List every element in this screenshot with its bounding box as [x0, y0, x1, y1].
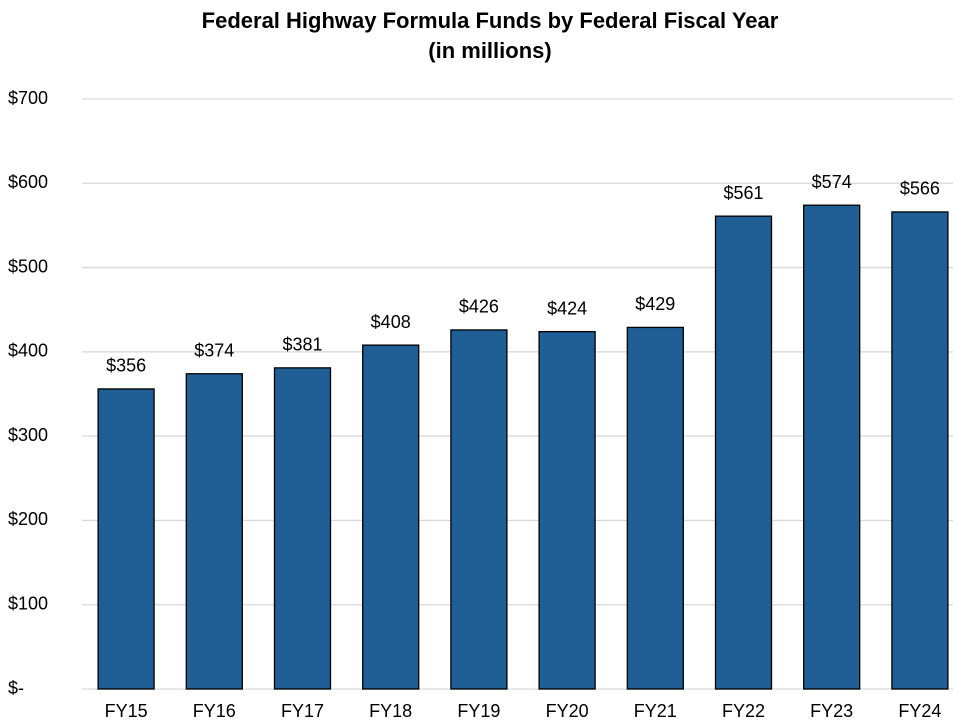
bar: [714, 215, 773, 690]
bar: [273, 367, 332, 690]
y-tick-label: $700: [8, 88, 48, 108]
bar: [450, 329, 508, 690]
bar: [803, 204, 861, 690]
bar: [97, 388, 155, 690]
x-tick-label: FY23: [810, 701, 853, 721]
y-tick-label: $200: [8, 509, 48, 529]
chart-title: Federal Highway Formula Funds by Federal…: [202, 8, 779, 33]
chart-subtitle: (in millions): [428, 38, 551, 63]
x-tick-label: FY22: [722, 701, 765, 721]
x-tick-label: FY19: [457, 701, 500, 721]
y-tick-label: $-: [8, 678, 24, 698]
bar: [891, 211, 949, 690]
bar: [185, 373, 243, 690]
x-tick-label: FY15: [105, 701, 148, 721]
data-label: $381: [282, 335, 322, 355]
y-tick-label: $300: [8, 425, 48, 445]
bar: [626, 326, 684, 690]
data-label: $574: [812, 172, 852, 192]
y-tick-label: $400: [8, 341, 48, 361]
x-tick-label: FY18: [369, 701, 412, 721]
x-tick-label: FY21: [634, 701, 677, 721]
x-tick-label: FY20: [546, 701, 589, 721]
data-label: $426: [459, 297, 499, 317]
data-label: $424: [547, 298, 587, 318]
bar: [538, 330, 596, 690]
y-tick-label: $600: [8, 172, 48, 192]
x-tick-label: FY17: [281, 701, 324, 721]
data-label: $374: [194, 341, 234, 361]
y-tick-label: $500: [8, 256, 48, 276]
x-tick-label: FY24: [898, 701, 941, 721]
x-tick-label: FY16: [193, 701, 236, 721]
bar: [362, 344, 420, 690]
data-label: $356: [106, 356, 146, 376]
data-label: $408: [371, 312, 411, 332]
data-label: $566: [900, 179, 940, 199]
y-tick-label: $100: [8, 593, 48, 613]
data-label: $429: [635, 294, 675, 314]
data-label: $561: [723, 183, 763, 203]
